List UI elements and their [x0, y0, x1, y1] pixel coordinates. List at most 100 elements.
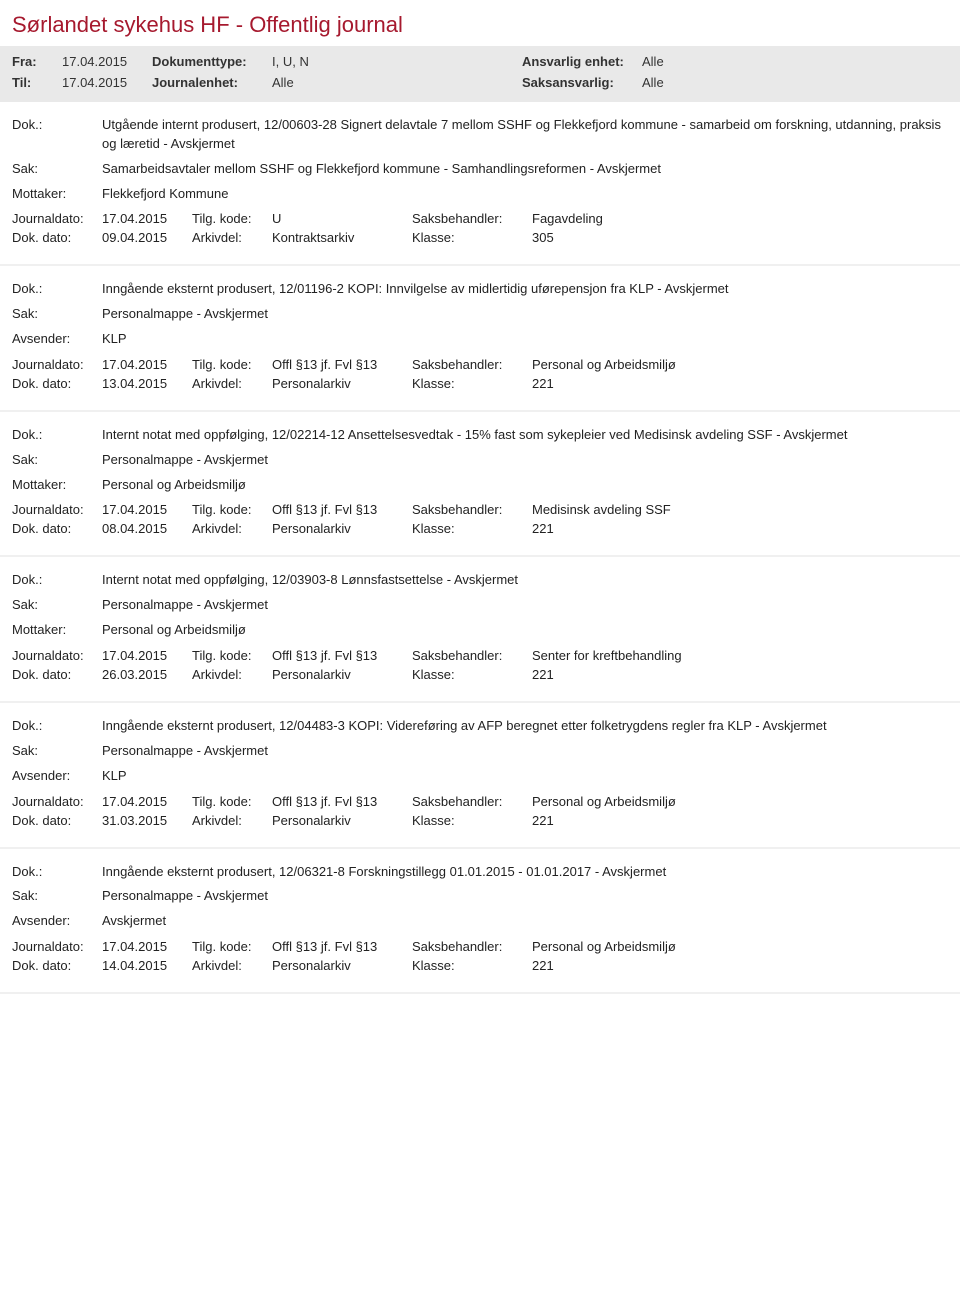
- value-journalenhet: Alle: [272, 75, 362, 90]
- label-klasse: Klasse:: [412, 230, 532, 245]
- label-arkivdel: Arkivdel:: [192, 521, 272, 536]
- value-party: KLP: [102, 767, 948, 786]
- label-dokdato: Dok. dato:: [12, 230, 102, 245]
- value-til: 17.04.2015: [62, 75, 152, 90]
- label-saksbehandler: Saksbehandler:: [412, 939, 532, 954]
- value-klasse: 221: [532, 376, 948, 391]
- value-klasse: 221: [532, 958, 948, 973]
- value-dok: Inngående eksternt produsert, 12/06321-8…: [102, 863, 948, 882]
- label-dok: Dok.:: [12, 116, 102, 154]
- journal-entry: Dok.:Internt notat med oppfølging, 12/02…: [0, 412, 960, 550]
- value-saksansvarlig: Alle: [642, 75, 948, 90]
- value-arkivdel: Personalarkiv: [272, 958, 412, 973]
- value-party: Personal og Arbeidsmiljø: [102, 476, 948, 495]
- label-saksbehandler: Saksbehandler:: [412, 502, 532, 517]
- label-tilgkode: Tilg. kode:: [192, 211, 272, 226]
- entry-divider: [0, 992, 960, 994]
- label-dokdato: Dok. dato:: [12, 521, 102, 536]
- value-dokdato: 09.04.2015: [102, 230, 192, 245]
- label-party: Mottaker:: [12, 476, 102, 495]
- value-saksbehandler: Personal og Arbeidsmiljø: [532, 939, 948, 954]
- label-party: Avsender:: [12, 912, 102, 931]
- value-klasse: 221: [532, 521, 948, 536]
- label-dok: Dok.:: [12, 280, 102, 299]
- label-dokumenttype: Dokumenttype:: [152, 54, 272, 69]
- value-tilgkode: Offl §13 jf. Fvl §13: [272, 794, 412, 809]
- value-tilgkode: Offl §13 jf. Fvl §13: [272, 357, 412, 372]
- label-tilgkode: Tilg. kode:: [192, 939, 272, 954]
- label-dok: Dok.:: [12, 571, 102, 590]
- filter-header: Fra: 17.04.2015 Dokumenttype: I, U, N An…: [0, 46, 960, 102]
- label-saksbehandler: Saksbehandler:: [412, 211, 532, 226]
- label-klasse: Klasse:: [412, 813, 532, 828]
- label-saksansvarlig: Saksansvarlig:: [522, 75, 642, 90]
- value-party: Personal og Arbeidsmiljø: [102, 621, 948, 640]
- label-arkivdel: Arkivdel:: [192, 376, 272, 391]
- label-klasse: Klasse:: [412, 521, 532, 536]
- label-arkivdel: Arkivdel:: [192, 813, 272, 828]
- value-dokdato: 13.04.2015: [102, 376, 192, 391]
- value-arkivdel: Personalarkiv: [272, 813, 412, 828]
- label-dokdato: Dok. dato:: [12, 813, 102, 828]
- label-journaldato: Journaldato:: [12, 502, 102, 517]
- label-sak: Sak:: [12, 742, 102, 761]
- value-journaldato: 17.04.2015: [102, 211, 192, 226]
- label-journalenhet: Journalenhet:: [152, 75, 272, 90]
- value-dok: Utgående internt produsert, 12/00603-28 …: [102, 116, 948, 154]
- label-saksbehandler: Saksbehandler:: [412, 357, 532, 372]
- value-fra: 17.04.2015: [62, 54, 152, 69]
- value-party: KLP: [102, 330, 948, 349]
- value-tilgkode: Offl §13 jf. Fvl §13: [272, 939, 412, 954]
- label-sak: Sak:: [12, 596, 102, 615]
- value-dok: Inngående eksternt produsert, 12/01196-2…: [102, 280, 948, 299]
- value-dok: Inngående eksternt produsert, 12/04483-3…: [102, 717, 948, 736]
- label-saksbehandler: Saksbehandler:: [412, 648, 532, 663]
- label-ansvarlig-enhet: Ansvarlig enhet:: [522, 54, 642, 69]
- label-tilgkode: Tilg. kode:: [192, 794, 272, 809]
- value-arkivdel: Personalarkiv: [272, 521, 412, 536]
- value-ansvarlig-enhet: Alle: [642, 54, 948, 69]
- page-title: Sørlandet sykehus HF - Offentlig journal: [0, 0, 960, 46]
- value-saksbehandler: Medisinsk avdeling SSF: [532, 502, 948, 517]
- value-dok: Internt notat med oppfølging, 12/03903-8…: [102, 571, 948, 590]
- value-tilgkode: Offl §13 jf. Fvl §13: [272, 502, 412, 517]
- value-journaldato: 17.04.2015: [102, 502, 192, 517]
- label-dok: Dok.:: [12, 426, 102, 445]
- label-journaldato: Journaldato:: [12, 211, 102, 226]
- label-sak: Sak:: [12, 305, 102, 324]
- label-journaldato: Journaldato:: [12, 794, 102, 809]
- label-sak: Sak:: [12, 160, 102, 179]
- label-tilgkode: Tilg. kode:: [192, 502, 272, 517]
- value-journaldato: 17.04.2015: [102, 357, 192, 372]
- value-dokdato: 26.03.2015: [102, 667, 192, 682]
- label-til: Til:: [12, 75, 62, 90]
- value-journaldato: 17.04.2015: [102, 794, 192, 809]
- journal-entry: Dok.:Internt notat med oppfølging, 12/03…: [0, 557, 960, 695]
- value-party: Avskjermet: [102, 912, 948, 931]
- journal-entry: Dok.:Inngående eksternt produsert, 12/04…: [0, 703, 960, 841]
- value-klasse: 221: [532, 813, 948, 828]
- value-dokdato: 14.04.2015: [102, 958, 192, 973]
- value-sak: Personalmappe - Avskjermet: [102, 887, 948, 906]
- label-klasse: Klasse:: [412, 667, 532, 682]
- value-saksbehandler: Fagavdeling: [532, 211, 948, 226]
- value-saksbehandler: Personal og Arbeidsmiljø: [532, 794, 948, 809]
- value-sak: Personalmappe - Avskjermet: [102, 451, 948, 470]
- journal-entry: Dok.:Utgående internt produsert, 12/0060…: [0, 102, 960, 258]
- label-party: Mottaker:: [12, 621, 102, 640]
- label-arkivdel: Arkivdel:: [192, 667, 272, 682]
- value-sak: Personalmappe - Avskjermet: [102, 596, 948, 615]
- label-dokdato: Dok. dato:: [12, 667, 102, 682]
- value-tilgkode: Offl §13 jf. Fvl §13: [272, 648, 412, 663]
- value-journaldato: 17.04.2015: [102, 939, 192, 954]
- value-klasse: 221: [532, 667, 948, 682]
- journal-entry: Dok.:Inngående eksternt produsert, 12/01…: [0, 266, 960, 404]
- label-party: Avsender:: [12, 767, 102, 786]
- entries-list: Dok.:Utgående internt produsert, 12/0060…: [0, 102, 960, 994]
- value-dokumenttype: I, U, N: [272, 54, 362, 69]
- label-party: Mottaker:: [12, 185, 102, 204]
- label-journaldato: Journaldato:: [12, 648, 102, 663]
- label-dok: Dok.:: [12, 717, 102, 736]
- label-journaldato: Journaldato:: [12, 939, 102, 954]
- value-tilgkode: U: [272, 211, 412, 226]
